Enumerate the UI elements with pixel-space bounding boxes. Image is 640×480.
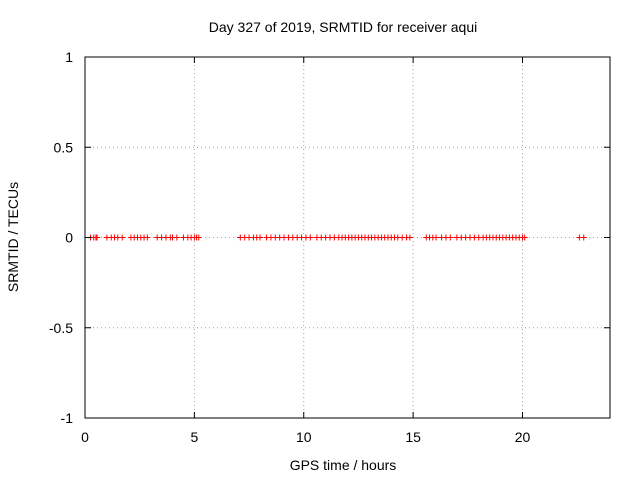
- data-point: [144, 234, 151, 241]
- plot-area-frame: [84, 56, 611, 419]
- y-tick-label: 1: [65, 49, 73, 65]
- x-tick-label: 0: [81, 429, 89, 445]
- data-point: [173, 234, 180, 241]
- y-tick-label: -1: [61, 410, 74, 426]
- data-point: [307, 234, 314, 241]
- x-axis-label: GPS time / hours: [290, 457, 397, 473]
- x-tick-label: 5: [190, 429, 198, 445]
- data-point: [406, 234, 413, 241]
- y-tick-label: 0: [65, 230, 73, 246]
- x-tick-labels: 0 5 10 15 20: [81, 429, 530, 445]
- data-point: [447, 234, 454, 241]
- x-tick-label: 20: [515, 429, 531, 445]
- y-tick-labels: -1 -0.5 0 0.5 1: [49, 49, 73, 426]
- data-point: [119, 234, 126, 241]
- data-point: [433, 234, 440, 241]
- data-point: [94, 234, 101, 241]
- x-tick-label: 10: [296, 429, 312, 445]
- data-point: [195, 234, 202, 241]
- y-axis-label: SRMTID / TECUs: [5, 182, 21, 292]
- data-point: [521, 234, 528, 241]
- data-points: [87, 234, 587, 241]
- x-tick-label: 15: [405, 429, 421, 445]
- y-tick-label: 0.5: [54, 139, 74, 155]
- data-point: [580, 234, 587, 241]
- chart-title: Day 327 of 2019, SRMTID for receiver aqu…: [209, 19, 477, 35]
- y-tick-label: -0.5: [49, 320, 73, 336]
- data-point: [257, 234, 263, 241]
